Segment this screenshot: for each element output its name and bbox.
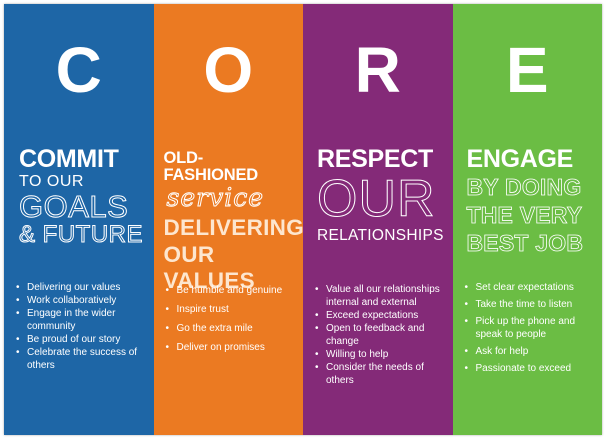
list-item: Be humble and genuine: [166, 284, 298, 297]
panel-heading: RESPECT OUR RELATIONSHIPS: [317, 147, 447, 244]
heading-line: & FUTURE: [19, 221, 143, 248]
heading-line: BEST JOB: [466, 230, 584, 257]
list-item: Go the extra mile: [166, 322, 298, 335]
list-item: Delivering our values: [16, 281, 148, 294]
panel-letter: C: [55, 34, 102, 106]
panel-engage: E ENGAGE BY DOING THE VERY BEST JOB Set …: [452, 4, 602, 435]
heading-line: OUR: [317, 170, 436, 228]
list-item: Value all our relationships internal and…: [315, 283, 447, 309]
heading-line: RESPECT: [317, 145, 433, 173]
heading-line: service: [166, 183, 264, 213]
heading-line: BY DOING: [466, 174, 582, 201]
core-values-board: C COMMIT TO OUR GOALS & FUTURE Deliverin…: [4, 4, 602, 435]
panel-heading: OLD-FASHIONED service DELIVERING OUR VAL…: [163, 149, 304, 294]
panel-letter: O: [203, 34, 254, 106]
list-item: Set clear expectations: [465, 281, 597, 294]
list-item: Willing to help: [315, 348, 447, 361]
list-item: Exceed expectations: [315, 309, 447, 322]
list-item: Passionate to exceed: [465, 362, 597, 375]
list-item: Celebrate the success of others: [16, 346, 148, 372]
bullet-list: Delivering our values Work collaborative…: [16, 281, 148, 372]
list-item: Engage in the wider community: [16, 307, 148, 333]
list-item: Pick up the phone and speak to people: [465, 315, 597, 341]
heading-line: DELIVERING: [163, 215, 304, 240]
panel-old-fashioned: O OLD-FASHIONED service DELIVERING OUR V…: [153, 4, 304, 435]
panel-letter: R: [354, 34, 401, 106]
heading-line: THE VERY: [466, 202, 583, 229]
heading-line: TO OUR: [19, 173, 84, 190]
heading-line: GOALS: [19, 189, 129, 224]
list-item: Be proud of our story: [16, 333, 148, 346]
heading-line: OLD-FASHIONED: [163, 149, 259, 184]
list-item: Work collaboratively: [16, 294, 148, 307]
bullet-list: Set clear expectations Take the time to …: [465, 281, 597, 379]
list-item: Consider the needs of others: [315, 361, 447, 387]
heading-line: RELATIONSHIPS: [317, 227, 444, 244]
panel-letter: E: [505, 34, 549, 106]
panel-heading: ENGAGE BY DOING THE VERY BEST JOB: [466, 145, 597, 257]
bullet-list: Value all our relationships internal and…: [315, 283, 447, 387]
list-item: Deliver on promises: [166, 341, 298, 354]
panel-heading: COMMIT TO OUR GOALS & FUTURE: [19, 145, 148, 248]
list-item: Take the time to listen: [465, 298, 597, 311]
heading-line: COMMIT: [19, 145, 119, 173]
list-item: Ask for help: [465, 345, 597, 358]
panel-respect: R RESPECT OUR RELATIONSHIPS Value all ou…: [303, 4, 453, 435]
panel-commit: C COMMIT TO OUR GOALS & FUTURE Deliverin…: [4, 4, 154, 435]
bullet-list: Be humble and genuine Inspire trust Go t…: [166, 284, 298, 360]
list-item: Inspire trust: [166, 303, 298, 316]
heading-line: ENGAGE: [466, 145, 574, 173]
list-item: Open to feedback and change: [315, 322, 447, 348]
